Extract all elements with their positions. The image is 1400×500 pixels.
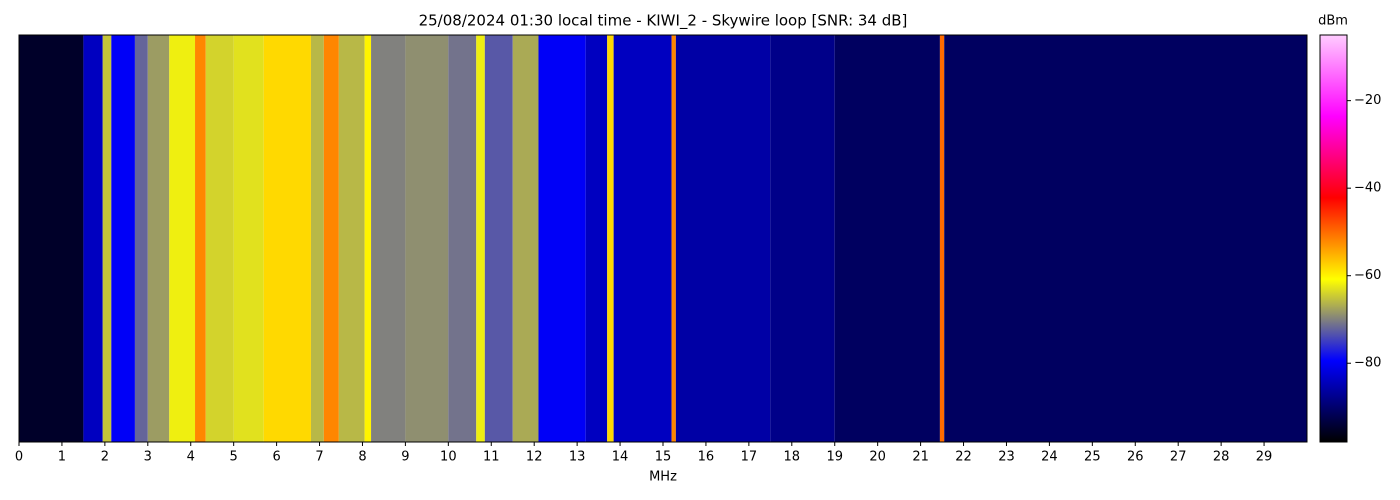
x-tick-label: 26 <box>1127 450 1144 465</box>
spectrum-band <box>675 35 771 442</box>
spectrum-band <box>134 35 148 442</box>
spectrum-band <box>671 35 676 442</box>
spectrum-band <box>613 35 672 442</box>
spectrum-band <box>476 35 485 442</box>
spectrum-band <box>607 35 614 442</box>
x-tick-label: 10 <box>440 450 457 465</box>
colorbar-tick-label: −20 <box>1354 93 1381 108</box>
x-tick-label: 7 <box>315 450 323 465</box>
x-tick-label: 5 <box>230 450 238 465</box>
x-tick-label: 23 <box>998 450 1015 465</box>
x-tick-label: 0 <box>15 450 23 465</box>
spectrum-band <box>512 35 539 442</box>
x-tick-label: 17 <box>741 450 758 465</box>
colorbar-tick-label: −80 <box>1354 356 1381 371</box>
x-tick-label: 16 <box>698 450 715 465</box>
spectrum-band <box>323 35 339 442</box>
colorbar-tick-label: −40 <box>1354 181 1381 196</box>
x-tick-label: 8 <box>358 450 366 465</box>
spectrum-band <box>770 35 835 442</box>
spectrum-band <box>448 35 477 442</box>
x-tick-label: 3 <box>144 450 152 465</box>
x-tick-label: 11 <box>483 450 500 465</box>
spectrum-band <box>585 35 608 442</box>
x-tick-label: 9 <box>401 450 409 465</box>
spectrum-band <box>484 35 513 442</box>
x-tick-label: 24 <box>1041 450 1058 465</box>
spectrum-band <box>405 35 449 442</box>
x-tick-label: 14 <box>612 450 629 465</box>
spectrum-band <box>205 35 234 442</box>
spectrum-band <box>310 35 324 442</box>
spectrum-band <box>19 35 84 442</box>
colorbar <box>1319 34 1348 443</box>
x-tick-label: 25 <box>1084 450 1101 465</box>
spectrum-band <box>83 35 103 442</box>
colorbar-label: dBm <box>1318 14 1348 29</box>
spectrum-band <box>338 35 365 442</box>
x-tick-label: 28 <box>1213 450 1230 465</box>
spectrum-band <box>169 35 196 442</box>
x-tick-label: 13 <box>569 450 586 465</box>
x-tick-label: 2 <box>101 450 109 465</box>
x-tick-label: 12 <box>526 450 543 465</box>
x-tick-label: 4 <box>187 450 195 465</box>
spectrum-band <box>834 35 940 442</box>
x-tick-label: 22 <box>955 450 972 465</box>
spectrum-band <box>102 35 112 442</box>
x-tick-label: 27 <box>1170 450 1187 465</box>
spectrum-band <box>538 35 586 442</box>
colorbar-tick-label: −60 <box>1354 268 1381 283</box>
x-tick-label: 21 <box>912 450 929 465</box>
chart-title: 25/08/2024 01:30 local time - KIWI_2 - S… <box>419 12 908 31</box>
x-tick-label: 1 <box>58 450 66 465</box>
x-tick-label: 20 <box>869 450 886 465</box>
spectrum-band <box>364 35 372 442</box>
spectrum-band <box>195 35 206 442</box>
x-tick-label: 29 <box>1256 450 1273 465</box>
x-tick-label: 15 <box>655 450 672 465</box>
spectrum-band <box>111 35 135 442</box>
spectrum-band <box>371 35 406 442</box>
spectrum-band <box>939 35 945 442</box>
spectrum-band <box>233 35 264 442</box>
spectrum-band <box>944 35 1307 442</box>
x-tick-label: 18 <box>784 450 801 465</box>
spectrum-band <box>147 35 170 442</box>
x-axis-label: MHz <box>649 470 677 485</box>
x-tick-label: 6 <box>272 450 280 465</box>
x-tick-label: 19 <box>826 450 843 465</box>
spectrum-band <box>263 35 311 442</box>
